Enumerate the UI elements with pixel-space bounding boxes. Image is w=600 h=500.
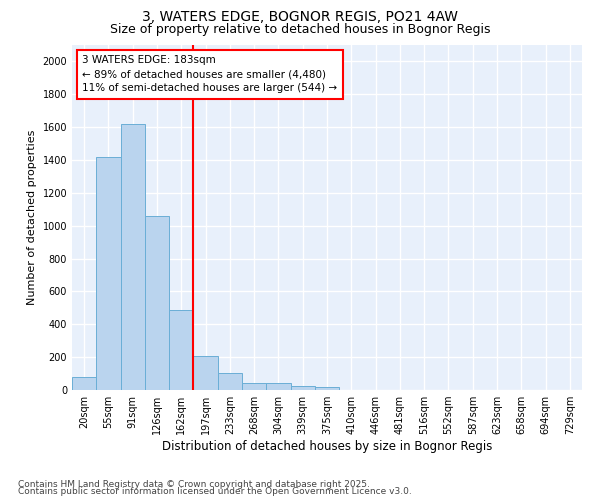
- Bar: [193, 356, 218, 390]
- Text: 3 WATERS EDGE: 183sqm
← 89% of detached houses are smaller (4,480)
11% of semi-d: 3 WATERS EDGE: 183sqm ← 89% of detached …: [82, 56, 337, 94]
- Bar: [242, 382, 266, 390]
- Text: Contains HM Land Registry data © Crown copyright and database right 2025.: Contains HM Land Registry data © Crown c…: [18, 480, 370, 489]
- Bar: [290, 386, 315, 390]
- Bar: [266, 384, 290, 390]
- Bar: [169, 310, 193, 390]
- Bar: [315, 386, 339, 390]
- X-axis label: Distribution of detached houses by size in Bognor Regis: Distribution of detached houses by size …: [162, 440, 492, 453]
- Text: 3, WATERS EDGE, BOGNOR REGIS, PO21 4AW: 3, WATERS EDGE, BOGNOR REGIS, PO21 4AW: [142, 10, 458, 24]
- Bar: [121, 124, 145, 390]
- Bar: [96, 156, 121, 390]
- Bar: [218, 373, 242, 390]
- Bar: [145, 216, 169, 390]
- Text: Contains public sector information licensed under the Open Government Licence v3: Contains public sector information licen…: [18, 487, 412, 496]
- Bar: [72, 377, 96, 390]
- Text: Size of property relative to detached houses in Bognor Regis: Size of property relative to detached ho…: [110, 22, 490, 36]
- Y-axis label: Number of detached properties: Number of detached properties: [27, 130, 37, 305]
